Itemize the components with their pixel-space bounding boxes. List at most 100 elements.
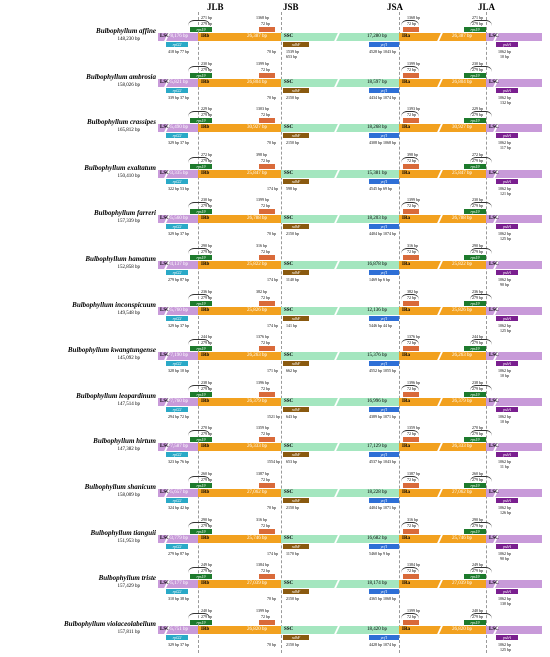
irb-label: IRb [201, 307, 210, 313]
span-arc [188, 202, 210, 209]
span-arc [401, 384, 419, 392]
genome-length: 148,230 bp [117, 37, 141, 42]
header-jla: JLA [478, 2, 496, 12]
jla-mid-distance: 279 bp [472, 157, 483, 163]
rps19-gene: rps19 [190, 72, 212, 78]
jsb-bottom-distance-2: 2150 bp [286, 140, 299, 146]
jla-bottom-distance-2: 121 bp [500, 190, 511, 196]
jlb-bottom-distance: 294 bp 72 bp [168, 413, 189, 419]
junction-line-jla [486, 12, 487, 653]
rps19-gene: rps19 [190, 300, 212, 306]
ssc-label: SSC [284, 490, 294, 495]
span-arc [188, 612, 210, 620]
ssc-region [281, 306, 399, 315]
jla-bottom-distance: 1062 bp [498, 368, 511, 374]
jlb-bottom-distance: 323 bp 76 bp [168, 459, 189, 465]
rps19-gene-ira: rps19 [464, 255, 486, 260]
jsa-top-distance: 1359 bp [407, 425, 420, 431]
span-arc [470, 339, 492, 346]
jla-mid-distance: 279 bp [472, 477, 483, 482]
jla-top-distance: 244 bp [472, 334, 483, 340]
psbA-gene: psbA [496, 224, 518, 230]
psbA-gene: psbA [496, 87, 518, 93]
rps19-gene: rps19 [190, 118, 212, 124]
rpl22-gene: rpl22 [166, 270, 188, 275]
jsa-bottom-distance: 4365 bp 1068 bp [369, 596, 396, 602]
jsa-mid-distance: 72 bp [407, 21, 416, 26]
trnN-gene [403, 118, 419, 124]
span-arc [470, 65, 492, 73]
lsc-label-end: LSC [489, 262, 499, 267]
header-jsa: JSA [387, 2, 404, 12]
rpl22-gene: rpl22 [166, 178, 188, 184]
jsb-mid-distance: 72 bp [261, 157, 270, 163]
ssc-length: 16,682 bp [367, 535, 387, 541]
trnN-gene [403, 209, 419, 215]
lsc-length: 85,760 bp [168, 307, 188, 313]
lsc-label: LSC [160, 79, 170, 85]
lsc-region-end [486, 397, 542, 406]
span-arc [470, 293, 492, 301]
lsc-region-end [486, 78, 542, 87]
ira-length: 26,379 bp [452, 398, 472, 404]
psbA-gene: psbA [496, 406, 518, 412]
jlb-mid-distance: 279 bp [201, 21, 212, 26]
lsc-label-end: LSC [489, 626, 499, 632]
jsa-top-distance: 1399 bp [407, 607, 420, 613]
junction-line-jsb [281, 12, 282, 653]
rpl22-gene: rpl22 [166, 42, 188, 47]
genome-length: 149,548 bp [117, 310, 141, 316]
species-row: Bulbophyllum triste 157,429 bp LSC 85,17… [0, 562, 550, 609]
jlb-mid-distance: 279 bp [201, 66, 212, 72]
jlb-top-distance: 290 bp [201, 516, 212, 522]
jlb-top-distance: 229 bp [201, 106, 212, 112]
jsb-top-distance: 316 bp [256, 243, 267, 248]
span-arc [470, 111, 492, 118]
ira-region [399, 489, 486, 497]
lsc-label: LSC [160, 170, 170, 176]
rps19-gene-ira: rps19 [464, 483, 486, 488]
psbA-gene: psbA [496, 178, 518, 184]
jsa-top-distance: 316 bp [407, 243, 418, 248]
jlb-mid-distance: 279 bp [201, 522, 212, 528]
jlb-mid-distance: 279 bp [201, 385, 212, 391]
span-arc [470, 202, 492, 209]
span-arc [188, 430, 210, 437]
lsc-region-end [486, 443, 542, 452]
trnN-gene [403, 163, 419, 169]
lsc-length: 85,751 bp [168, 626, 188, 632]
jla-bottom-distance-2: 11 bp [500, 464, 509, 470]
jsb-mid-distance: 72 bp [261, 66, 270, 72]
irb-label: IRb [201, 535, 210, 541]
genome-length: 147,514 bp [117, 401, 141, 407]
lsc-region [158, 443, 198, 452]
jlb-mid-distance: 279 bp [201, 568, 212, 574]
trnN-gene [403, 255, 419, 260]
jla-bottom-distance-2: 117 bp [500, 145, 511, 151]
jsa-top-distance: 1399 bp [407, 197, 420, 203]
jsa-mid-distance: 72 bp [407, 249, 416, 254]
jlb-bottom-distance: 328 bp 10 bp [168, 368, 189, 374]
jla-top-distance: 249 bp [472, 562, 483, 568]
ira-length: 26,820 bp [452, 626, 472, 632]
ssc-length: 15,381 bp [367, 170, 387, 176]
ssc-region [281, 124, 399, 133]
header-jsb: JSB [283, 2, 299, 12]
jsa-bottom-distance: 4545 bp 69 bp [369, 185, 392, 191]
jla-top-distance: 230 bp [472, 197, 483, 203]
ndhF-gene: ndhF [283, 178, 309, 184]
ssc-region [281, 215, 399, 224]
jsa-top-distance: 316 bp [407, 516, 418, 522]
jla-top-distance: 236 bp [472, 288, 483, 294]
jsb-bottom-distance-2: 2150 bp [286, 641, 299, 647]
lsc-region-end [486, 261, 542, 269]
species-name: Bulbophyllum triste [98, 574, 156, 583]
species-name: Bulbophyllum kwangtungense [67, 346, 156, 355]
trnN-gene [403, 72, 419, 78]
irb-length: 25,822 bp [247, 262, 267, 267]
ssc-length: 18,597 bp [367, 79, 387, 85]
ira-region [399, 78, 486, 87]
jla-bottom-distance: 1062 bp [498, 459, 511, 465]
ndhF-gene: ndhF [283, 224, 309, 230]
irb-region [198, 261, 281, 269]
